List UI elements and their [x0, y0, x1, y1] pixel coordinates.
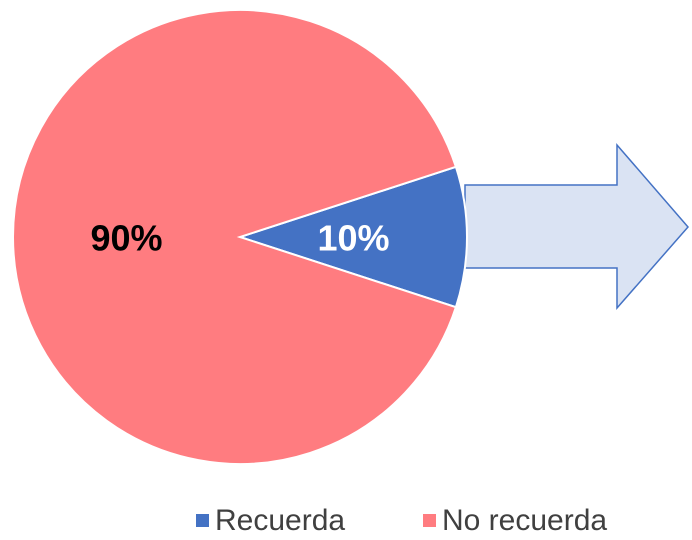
pie-slice: [236, 165, 468, 309]
legend: Recuerda No recuerda: [196, 504, 607, 537]
legend-label: Recuerda: [215, 504, 345, 537]
pie: 10% 90%: [12, 9, 468, 465]
data-label: 10%: [317, 218, 389, 259]
pie-slice: [12, 9, 458, 465]
legend-swatch: [423, 514, 436, 527]
data-label: 90%: [90, 218, 162, 259]
arrow: [464, 142, 689, 310]
legend-swatch: [196, 514, 209, 527]
legend-label: No recuerda: [442, 504, 607, 537]
